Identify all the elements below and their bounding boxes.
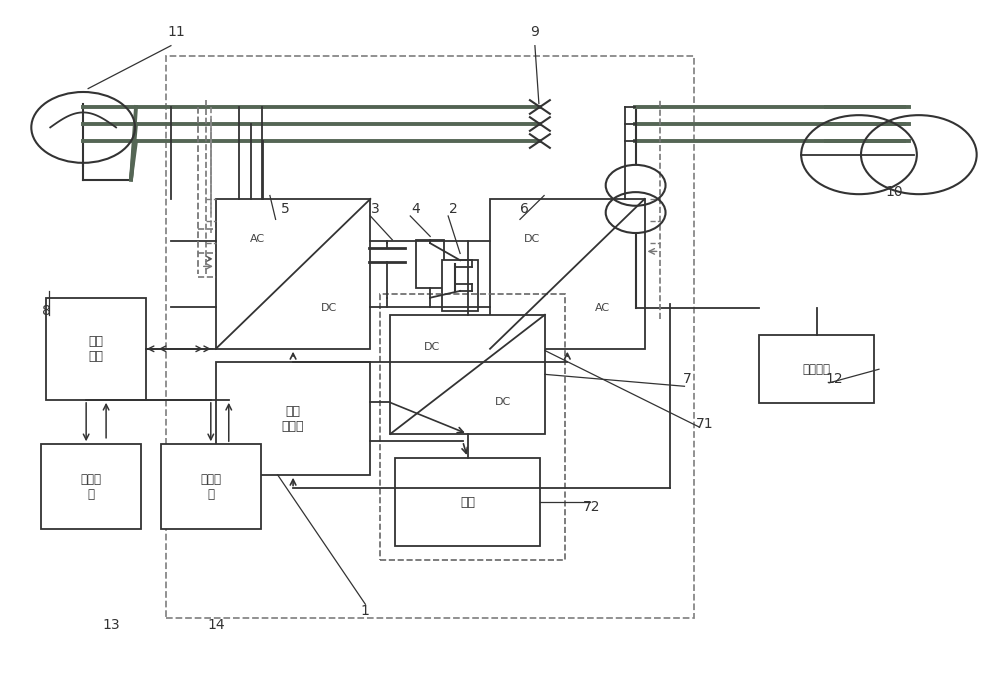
Text: AC: AC <box>250 235 265 244</box>
Text: 3: 3 <box>371 202 380 216</box>
Text: 7: 7 <box>683 373 692 386</box>
Bar <box>395 458 540 547</box>
Text: 12: 12 <box>825 373 843 386</box>
Bar <box>390 315 545 434</box>
Bar <box>161 444 261 529</box>
Text: 9: 9 <box>530 25 539 39</box>
Text: 电池: 电池 <box>460 496 475 509</box>
Text: DC: DC <box>321 303 337 313</box>
Text: DC: DC <box>495 397 511 407</box>
Text: 变流
控制器: 变流 控制器 <box>282 405 304 433</box>
Text: 72: 72 <box>583 500 600 514</box>
Text: DC: DC <box>524 235 540 244</box>
Text: 4: 4 <box>411 202 420 216</box>
Text: 辅电系统: 辅电系统 <box>803 363 831 376</box>
Text: 偏航系
统: 偏航系 统 <box>200 473 221 501</box>
Text: 1: 1 <box>361 604 370 618</box>
Text: 变桨系
统: 变桨系 统 <box>81 473 102 501</box>
Bar <box>759 335 874 404</box>
Bar <box>442 260 478 311</box>
Text: 11: 11 <box>167 25 185 39</box>
Text: 主控
系统: 主控 系统 <box>89 334 104 363</box>
Text: AC: AC <box>595 303 610 313</box>
Bar <box>166 56 694 618</box>
Bar <box>490 199 645 349</box>
Bar <box>416 240 444 287</box>
Bar <box>46 298 146 400</box>
Bar <box>216 199 370 349</box>
Bar <box>216 363 370 475</box>
Text: 14: 14 <box>207 618 225 632</box>
Text: 8: 8 <box>42 304 51 318</box>
Text: 6: 6 <box>520 202 529 216</box>
Text: 5: 5 <box>281 202 290 216</box>
Text: 71: 71 <box>696 417 713 431</box>
Text: 13: 13 <box>102 618 120 632</box>
Bar <box>41 444 141 529</box>
Text: 2: 2 <box>449 202 458 216</box>
Bar <box>380 294 565 560</box>
Text: 10: 10 <box>885 185 903 199</box>
Text: DC: DC <box>424 342 440 352</box>
